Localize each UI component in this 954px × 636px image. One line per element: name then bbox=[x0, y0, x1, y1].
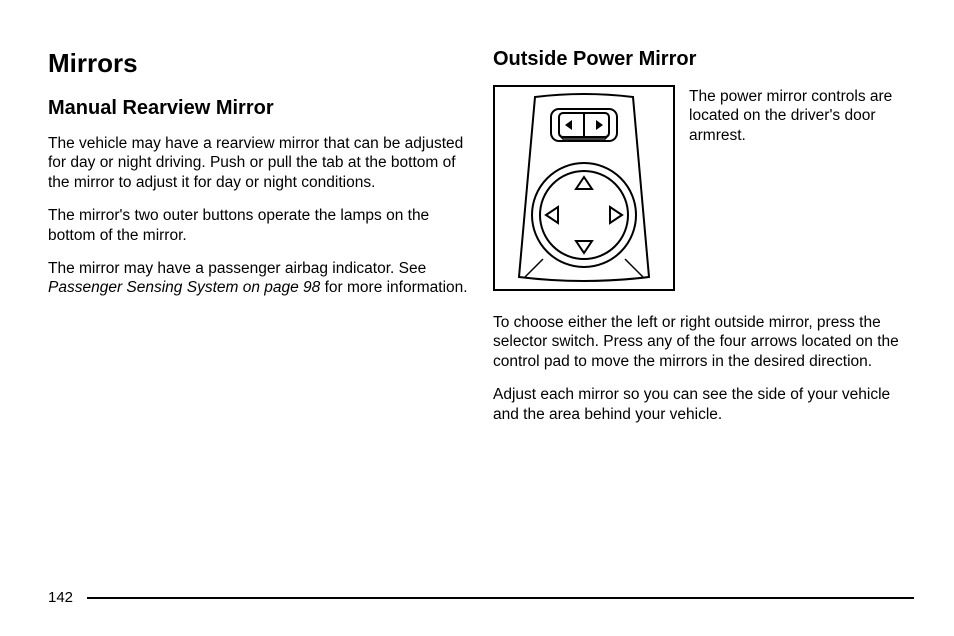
figure-with-side-text: The power mirror controls are located on… bbox=[493, 85, 914, 291]
left-column: Mirrors Manual Rearview Mirror The vehic… bbox=[48, 48, 469, 438]
two-column-layout: Mirrors Manual Rearview Mirror The vehic… bbox=[48, 48, 914, 438]
paragraph-with-reference: The mirror may have a passenger airbag i… bbox=[48, 259, 469, 298]
subsection-title-outside-power-mirror: Outside Power Mirror bbox=[493, 48, 914, 71]
cross-reference: Passenger Sensing System on page 98 bbox=[48, 279, 320, 296]
figure-side-text: The power mirror controls are located on… bbox=[689, 85, 914, 145]
page-footer: 142 bbox=[48, 589, 914, 606]
mirror-control-illustration bbox=[493, 85, 675, 291]
right-column: Outside Power Mirror bbox=[493, 48, 914, 438]
paragraph: The mirror's two outer buttons operate t… bbox=[48, 206, 469, 245]
mirror-control-figure bbox=[493, 85, 675, 291]
section-title: Mirrors bbox=[48, 48, 469, 79]
subsection-title-manual-rearview: Manual Rearview Mirror bbox=[48, 97, 469, 120]
text: for more information. bbox=[320, 279, 467, 296]
paragraph: To choose either the left or right outsi… bbox=[493, 313, 914, 371]
text: The mirror may have a passenger airbag i… bbox=[48, 260, 426, 277]
footer-rule bbox=[87, 597, 914, 599]
page-number: 142 bbox=[48, 589, 73, 606]
paragraph: The vehicle may have a rearview mirror t… bbox=[48, 134, 469, 192]
manual-page: Mirrors Manual Rearview Mirror The vehic… bbox=[0, 0, 954, 636]
paragraph: Adjust each mirror so you can see the si… bbox=[493, 385, 914, 424]
